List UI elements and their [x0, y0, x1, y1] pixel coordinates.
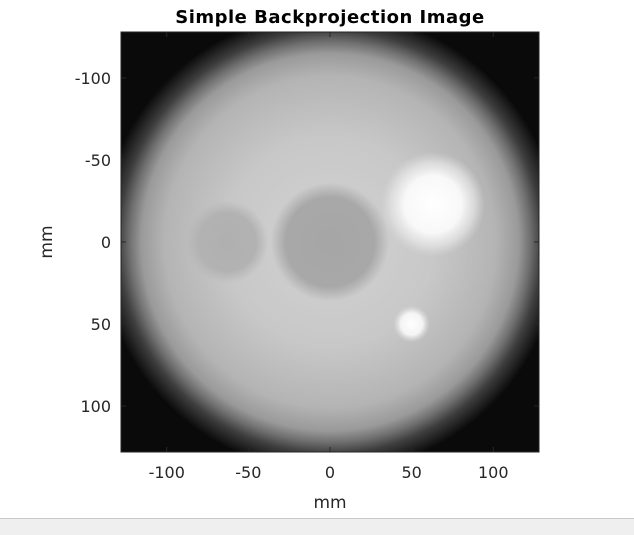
x-tick-label: -100 — [149, 463, 185, 482]
chart-title: Simple Backprojection Image — [175, 7, 485, 28]
y-axis-label: mm — [37, 225, 57, 258]
figure-status-bar — [0, 518, 634, 535]
image-area — [121, 32, 539, 452]
y-tick-label: 50 — [91, 315, 111, 334]
y-tick-label: 100 — [80, 397, 111, 416]
feature-left-disc — [185, 200, 269, 284]
chart-figure: Simple Backprojection Image -100 -50 0 50 10… — [37, 7, 540, 513]
feature-center-disc — [270, 182, 390, 302]
feature-bright-disc — [380, 151, 485, 257]
y-tick-label: 0 — [101, 233, 111, 252]
x-axis-ticks: -100 -50 0 50 100 — [149, 32, 509, 482]
x-tick-label: 50 — [401, 463, 421, 482]
feature-small-bright-disc — [393, 305, 430, 343]
x-tick-label: -50 — [235, 463, 261, 482]
y-axis-ticks: -100 -50 0 50 100 — [75, 69, 539, 416]
y-tick-label: -50 — [85, 151, 111, 170]
y-tick-label: -100 — [75, 69, 111, 88]
x-tick-label: 0 — [325, 463, 335, 482]
x-tick-label: 100 — [478, 463, 509, 482]
x-axis-label: mm — [313, 493, 346, 513]
features-layer — [185, 151, 485, 343]
